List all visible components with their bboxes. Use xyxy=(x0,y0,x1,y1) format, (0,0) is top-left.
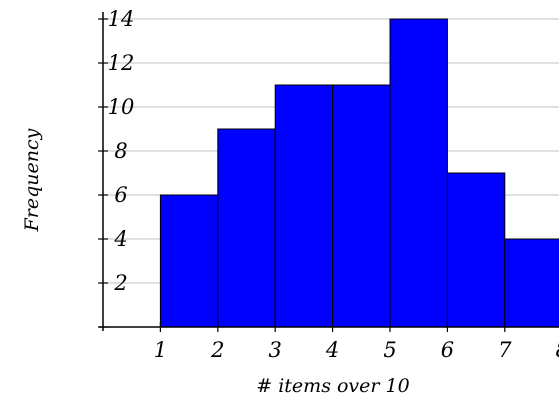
y-tick-label-8: 8 xyxy=(114,139,127,163)
tick-labels: 246810121412345678 xyxy=(108,7,559,362)
y-axis-title: Frequency xyxy=(21,128,43,232)
x-tick-label-1: 1 xyxy=(154,338,167,362)
bar-1 xyxy=(159,194,219,328)
bar-6 xyxy=(446,172,506,328)
y-tick-label-6: 6 xyxy=(114,183,127,207)
x-tick-label-5: 5 xyxy=(383,338,396,362)
axes xyxy=(98,12,559,332)
bar-4 xyxy=(332,84,391,328)
histogram-bars xyxy=(159,18,559,328)
y-tick-label-14: 14 xyxy=(108,7,135,31)
x-axis-title: # items over 10 xyxy=(256,375,409,397)
y-tick-label-4: 4 xyxy=(113,227,127,251)
y-tick-label-2: 2 xyxy=(113,271,127,295)
x-tick-label-4: 4 xyxy=(325,338,339,362)
bar-5 xyxy=(389,18,448,328)
x-tick-label-3: 3 xyxy=(269,338,282,362)
x-tick-label-7: 7 xyxy=(498,338,512,362)
x-tick-label-2: 2 xyxy=(210,338,224,362)
bar-3 xyxy=(274,84,334,328)
y-tick-label-12: 12 xyxy=(108,51,135,75)
x-tick-label-6: 6 xyxy=(441,338,454,362)
x-tick-label-8: 8 xyxy=(556,338,559,362)
y-tick-label-10: 10 xyxy=(108,95,135,119)
bar-7 xyxy=(504,238,559,328)
bar-2 xyxy=(217,128,276,328)
